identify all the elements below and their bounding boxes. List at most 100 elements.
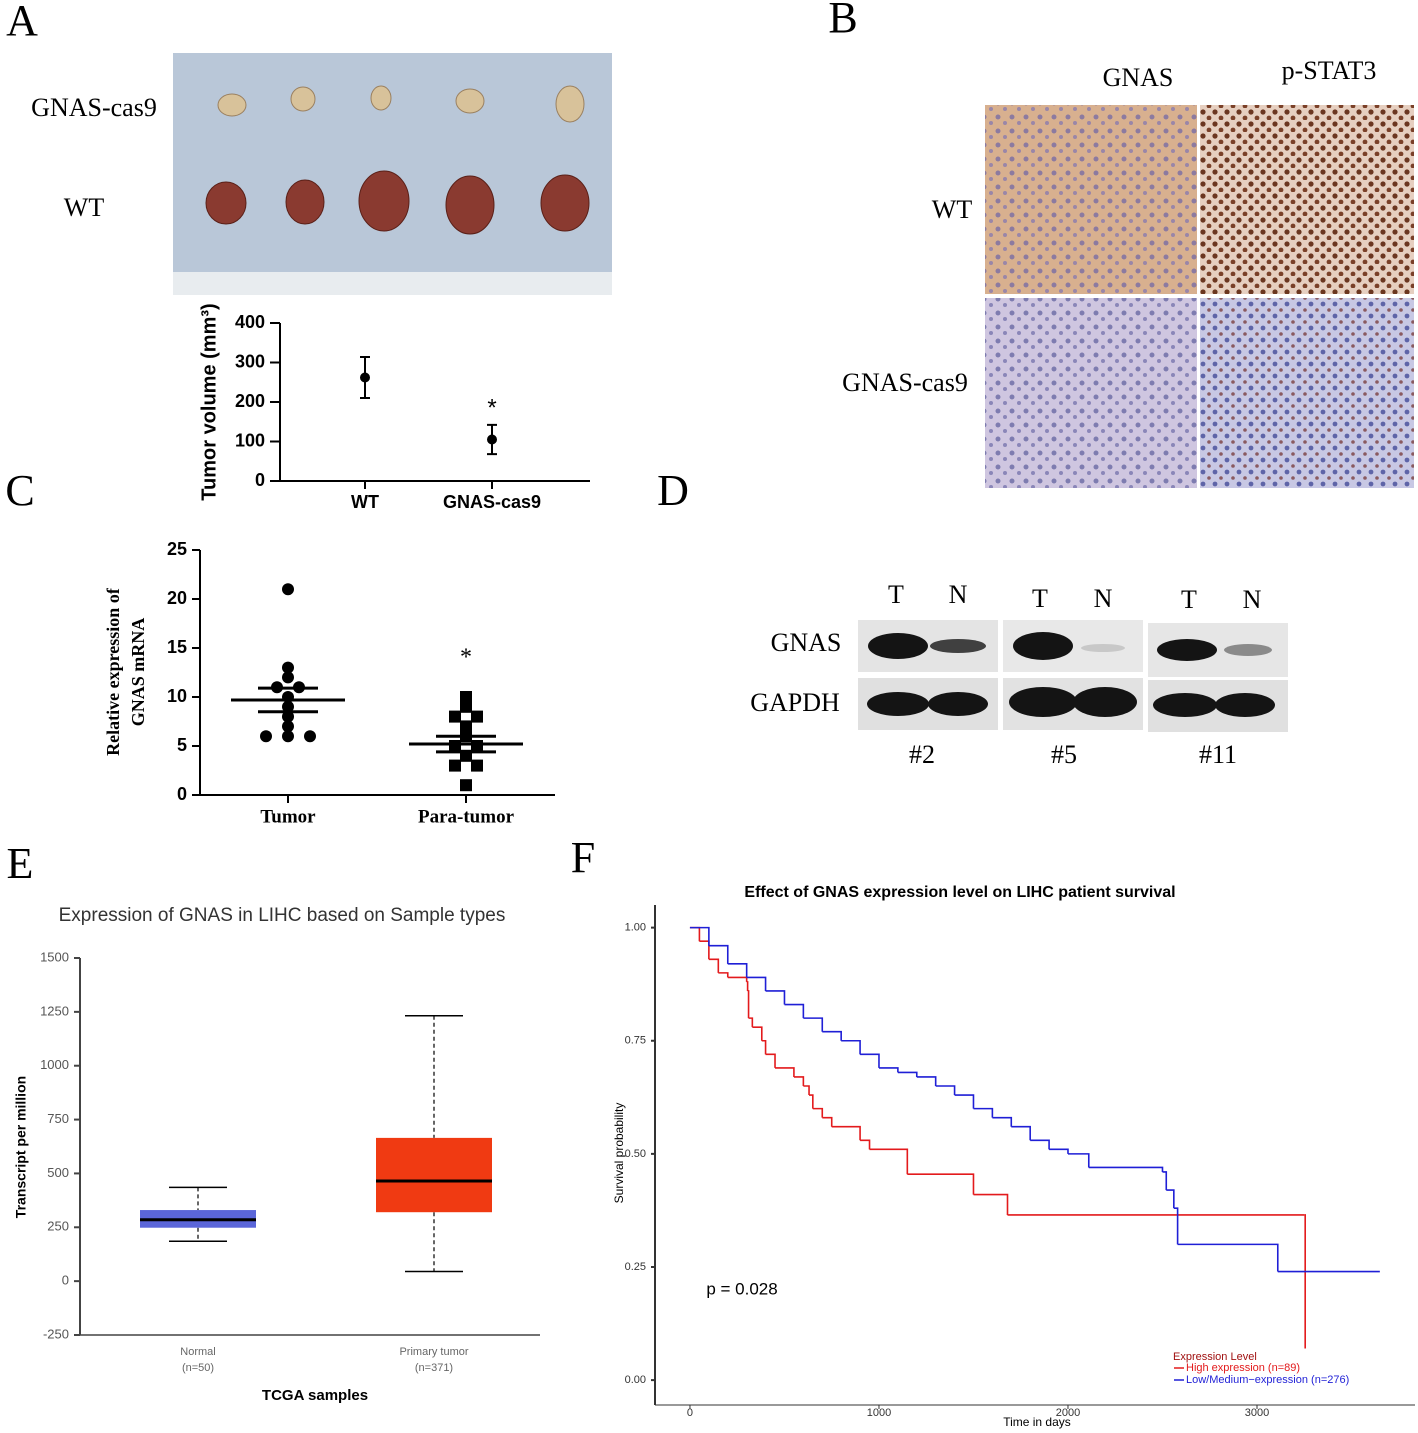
y-axis-label: Tumor volume (mm³) <box>198 303 220 500</box>
y-tick-label: 400 <box>235 312 265 332</box>
panel-labels: A B C D E F <box>5 0 857 888</box>
survival-step <box>718 972 729 978</box>
data-point <box>282 700 294 713</box>
survival-step <box>765 990 786 1005</box>
x-tick-label: 3000 <box>1245 1407 1269 1419</box>
panel-label: C <box>5 466 34 515</box>
survival-step <box>803 1085 810 1096</box>
survival-step <box>1067 1153 1090 1168</box>
survival-step <box>897 1071 918 1077</box>
y-tick-label: 0 <box>177 784 187 804</box>
survival-step <box>1166 1189 1175 1209</box>
y-tick-label: 0 <box>62 1273 69 1288</box>
survival-step <box>1304 1214 1306 1349</box>
row-label: WT <box>64 193 105 222</box>
y-tick-label: 0.25 <box>625 1261 646 1273</box>
y-tick-label: 1250 <box>40 1003 69 1018</box>
lane-label: T <box>1181 585 1197 614</box>
x-axis-label: Time in days <box>1003 1415 1071 1429</box>
y-tick-label: 750 <box>47 1111 69 1126</box>
x-tick-label: Tumor <box>260 806 316 827</box>
western-blot <box>858 620 1288 732</box>
p-value: p = 0.028 <box>706 1279 777 1298</box>
survival-step <box>803 1017 824 1032</box>
data-point <box>460 700 472 713</box>
y-tick-label: 1500 <box>40 949 69 964</box>
row-label: WT <box>932 195 973 224</box>
data-point <box>449 740 461 752</box>
survival-step <box>907 1173 975 1195</box>
ihc-images <box>985 105 1414 488</box>
row-label: GAPDH <box>750 688 840 717</box>
row-label: GNAS <box>771 628 842 657</box>
lane-label: T <box>1032 584 1048 613</box>
y-tick-label: 250 <box>47 1219 69 1234</box>
sample-label: #5 <box>1051 740 1077 769</box>
data-point <box>460 691 472 703</box>
data-point <box>360 372 370 383</box>
tumor-photo <box>173 53 612 295</box>
survival-step <box>841 1039 861 1055</box>
data-point <box>449 759 461 772</box>
x-tick-label: GNAS-cas9 <box>443 492 541 512</box>
data-point <box>282 710 294 723</box>
survival-step <box>775 1067 795 1077</box>
survival-step <box>689 926 701 942</box>
survival-step <box>822 1116 833 1127</box>
survival-step <box>746 981 749 991</box>
survival-step <box>812 1107 824 1118</box>
panel-label: F <box>571 833 595 882</box>
chart-title: Effect of GNAS expression level on LIHC … <box>744 884 1175 901</box>
x-tick-note: (n=50) <box>182 1362 214 1374</box>
y-tick-label: 10 <box>167 686 187 706</box>
survival-step <box>860 1053 880 1068</box>
survival-step <box>992 1116 1013 1127</box>
data-point <box>304 730 316 743</box>
y-tick-label: 1000 <box>40 1057 69 1072</box>
box <box>376 1137 492 1213</box>
y-axis-label: Transcript per million <box>13 1076 29 1218</box>
survival-step <box>765 1053 776 1068</box>
y-axis-label: Survival probability <box>612 1103 626 1204</box>
y-tick-label: 200 <box>235 391 265 411</box>
y-tick-label: 0 <box>255 470 265 490</box>
data-point <box>460 779 472 792</box>
x-tick-label: 1000 <box>867 1407 891 1419</box>
survival-step <box>699 940 710 960</box>
x-tick-label: Normal <box>180 1346 215 1358</box>
legend-label: Low/Medium−expression (n=276) <box>1186 1374 1349 1386</box>
panel-label: E <box>7 839 34 888</box>
survival-step <box>1177 1243 1279 1272</box>
significance-mark: * <box>487 394 496 421</box>
panel-label: A <box>6 0 38 45</box>
y-tick-label: 0.00 <box>625 1374 646 1386</box>
survival-step <box>727 976 748 982</box>
data-point <box>260 730 272 743</box>
survival-step <box>954 1094 975 1109</box>
data-point <box>471 710 483 723</box>
y-tick-label: 100 <box>235 430 265 450</box>
data-point <box>471 759 483 772</box>
x-tick-label: 2000 <box>1056 1407 1080 1419</box>
y-tick-label: 1.00 <box>625 922 646 934</box>
column-label: GNAS <box>1103 63 1174 92</box>
column-label: p-STAT3 <box>1282 56 1377 85</box>
survival-step <box>809 1094 814 1109</box>
lane-label: N <box>1243 585 1262 614</box>
survival-step <box>761 1039 767 1055</box>
survival-step <box>973 1193 1009 1215</box>
x-axis-label: TCGA samples <box>262 1387 368 1404</box>
survival-step <box>916 1076 937 1086</box>
data-point <box>282 583 294 596</box>
x-tick-label: WT <box>351 492 379 512</box>
data-point <box>460 720 472 733</box>
survival-step <box>831 1125 861 1141</box>
legend-label: High expression (n=89) <box>1186 1362 1300 1374</box>
data-point <box>282 661 294 674</box>
data-point <box>487 434 497 445</box>
survival-step <box>1173 1207 1179 1245</box>
lane-label: N <box>1094 584 1113 613</box>
survival-step <box>822 1030 842 1041</box>
lane-label: N <box>949 580 968 609</box>
